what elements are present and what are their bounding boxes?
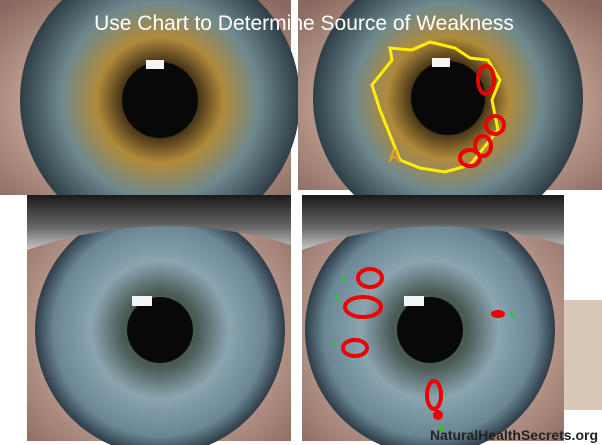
zone-number: 4 (332, 340, 337, 350)
slide: A 2 3 4 9 6 Use Chart to Determine Sourc… (0, 0, 602, 445)
zone-number: 9 (510, 310, 515, 320)
eye-photo (27, 195, 291, 445)
zone-number: 3 (334, 294, 339, 304)
chart-fragment (564, 300, 602, 410)
slide-title: Use Chart to Determine Source of Weaknes… (94, 12, 514, 35)
eye-photo: 2 3 4 9 6 (302, 195, 564, 445)
footer: NaturalHealthSecrets.org (430, 427, 598, 443)
zone-number: 2 (341, 273, 346, 283)
marker-label: A (388, 146, 401, 166)
